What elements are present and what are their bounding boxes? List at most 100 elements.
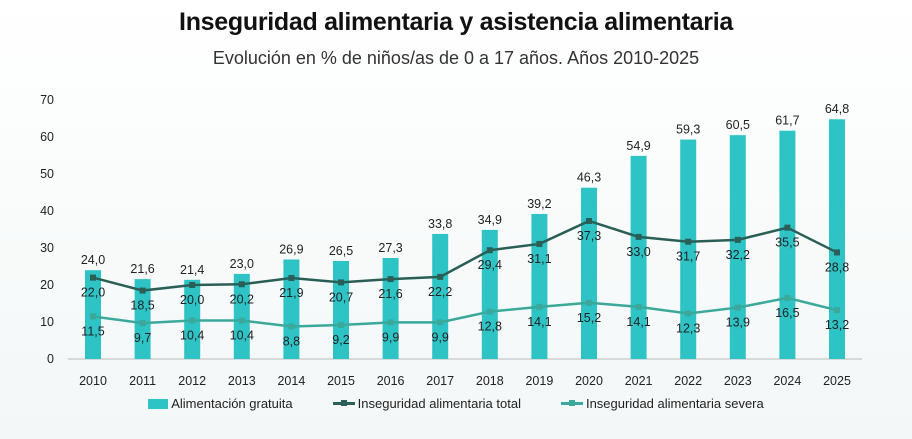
bar xyxy=(481,229,498,359)
line-point xyxy=(139,320,146,327)
x-tick-label: 2014 xyxy=(277,374,305,388)
line-point xyxy=(387,276,394,283)
legend-swatch-severe xyxy=(560,400,583,406)
y-tick-label: 50 xyxy=(40,167,54,181)
bar xyxy=(134,279,151,359)
line-data-label: 28,8 xyxy=(825,260,849,274)
line-point xyxy=(139,287,146,294)
bar-data-label: 24,0 xyxy=(81,253,105,267)
y-tick-label: 30 xyxy=(40,241,54,255)
bar xyxy=(729,135,746,359)
y-tick-label: 60 xyxy=(40,130,54,144)
line-point xyxy=(834,249,840,256)
bar-data-label: 26,9 xyxy=(279,242,303,256)
bar xyxy=(581,187,597,359)
line-data-label: 15,2 xyxy=(577,311,601,325)
line-point xyxy=(189,317,196,324)
bar-data-label: 34,9 xyxy=(478,213,502,227)
line-point xyxy=(685,310,692,317)
bar-data-label: 39,2 xyxy=(527,197,551,211)
bar-data-label: 60,5 xyxy=(726,118,750,132)
line-point xyxy=(387,319,394,326)
line-data-label: 18,5 xyxy=(130,299,154,313)
line-data-label: 14,1 xyxy=(527,315,551,329)
line-point xyxy=(586,217,592,224)
line-data-label: 29,4 xyxy=(478,258,502,272)
line-data-label: 21,9 xyxy=(279,286,303,300)
y-tick-label: 40 xyxy=(40,204,54,218)
y-tick-label: 70 xyxy=(40,93,54,107)
line-point xyxy=(586,299,592,306)
line-data-label: 31,1 xyxy=(527,252,551,266)
line-point xyxy=(635,233,642,240)
legend-label: Alimentación gratuita xyxy=(171,396,293,411)
line-point xyxy=(834,307,840,314)
bar xyxy=(829,119,845,360)
line-point xyxy=(734,236,741,243)
bar xyxy=(531,213,548,359)
bar-data-label: 46,3 xyxy=(577,171,601,185)
line-data-label: 20,0 xyxy=(180,293,204,307)
x-tick-label: 2015 xyxy=(327,374,355,388)
x-tick-label: 2020 xyxy=(575,374,603,388)
x-tick-label: 2022 xyxy=(674,374,702,388)
line-data-label: 9,2 xyxy=(332,333,349,347)
bar-data-label: 54,9 xyxy=(626,139,650,153)
bar-data-label: 23,0 xyxy=(230,257,254,271)
x-tick-label: 2011 xyxy=(129,374,156,388)
bar xyxy=(779,130,796,359)
line-data-label: 9,9 xyxy=(432,330,449,344)
bar-data-label: 21,6 xyxy=(130,262,154,276)
bar xyxy=(233,273,250,359)
line-data-label: 35,5 xyxy=(775,236,799,250)
x-tick-label: 2019 xyxy=(525,374,553,388)
bar xyxy=(283,259,300,359)
line-point xyxy=(536,240,543,247)
legend-item-bar: Alimentación gratuita xyxy=(148,396,293,411)
bar xyxy=(432,233,449,359)
x-tick-label: 2024 xyxy=(773,374,801,388)
line-point xyxy=(437,273,444,280)
bar xyxy=(382,257,399,359)
y-tick-label: 10 xyxy=(40,315,54,329)
line-point xyxy=(238,317,245,324)
x-tick-label: 2017 xyxy=(426,374,454,388)
x-tick-label: 2021 xyxy=(625,374,653,388)
x-tick-label: 2018 xyxy=(476,374,504,388)
line-point xyxy=(189,282,196,288)
bar-data-label: 21,4 xyxy=(180,263,204,277)
x-tick-label: 2013 xyxy=(228,374,256,388)
bar-data-label: 33,8 xyxy=(428,217,452,231)
line-point xyxy=(784,224,791,231)
x-tick-label: 2016 xyxy=(377,374,405,388)
line-data-label: 9,9 xyxy=(382,330,399,344)
line-data-label: 8,8 xyxy=(283,334,300,348)
line-data-label: 13,2 xyxy=(825,318,849,332)
line-data-label: 20,2 xyxy=(230,292,254,306)
legend: Alimentación gratuita Inseguridad alimen… xyxy=(0,396,912,411)
line-data-label: 22,0 xyxy=(81,286,105,300)
line-point xyxy=(238,281,245,288)
line-point xyxy=(784,294,791,301)
bar-data-label: 27,3 xyxy=(378,241,402,255)
y-tick-label: 20 xyxy=(40,278,54,292)
bar-data-label: 59,3 xyxy=(676,123,700,137)
series-line-2 xyxy=(92,296,838,328)
line-point xyxy=(338,321,344,328)
legend-item-total: Inseguridad alimentaria total xyxy=(332,396,521,411)
line-data-label: 12,8 xyxy=(478,320,502,334)
line-data-label: 32,2 xyxy=(726,248,750,262)
chart-subtitle: Evolución en % de niños/as de 0 a 17 año… xyxy=(212,48,700,68)
line-point xyxy=(338,279,344,286)
line-data-label: 10,4 xyxy=(230,329,254,343)
series-line-1 xyxy=(92,219,838,292)
x-tick-label: 2025 xyxy=(823,374,851,388)
bar xyxy=(333,260,349,359)
line-data-label: 14,1 xyxy=(626,315,650,329)
bar-data-label: 64,8 xyxy=(825,102,849,116)
line-point xyxy=(734,304,741,311)
line-data-label: 12,3 xyxy=(676,321,700,335)
line-point xyxy=(536,303,543,310)
line-data-label: 37,3 xyxy=(577,229,601,243)
line-point xyxy=(486,308,493,315)
